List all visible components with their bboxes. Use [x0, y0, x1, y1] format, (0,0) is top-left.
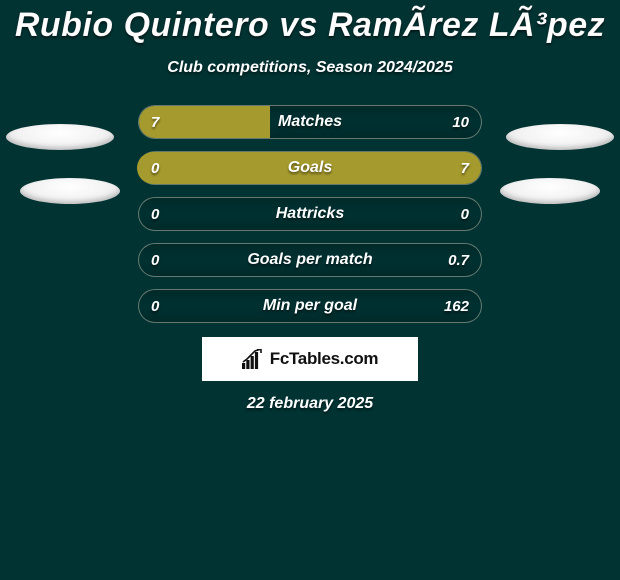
stat-label: Min per goal [139, 290, 481, 322]
player-right-badge [500, 178, 600, 204]
stat-row-matches: 710Matches [138, 105, 482, 139]
page-title: Rubio Quintero vs RamÃ­rez LÃ³pez [0, 6, 620, 45]
stat-value-left: 0 [151, 152, 159, 184]
player-right-badge [506, 124, 614, 150]
stat-row-min_per_goal: 0 162Min per goal [138, 289, 482, 323]
date-label: 22 february 2025 [0, 395, 620, 413]
vs-separator: vs [269, 6, 328, 44]
bar-chart-icon [242, 349, 264, 369]
stat-row-hattricks: 0 0Hattricks [138, 197, 482, 231]
player-right-name: RamÃ­rez LÃ³pez [328, 6, 605, 44]
stat-value-left: 0 [151, 244, 159, 276]
subheader: Club competitions, Season 2024/2025 [0, 59, 620, 77]
brand-box: FcTables.com [202, 337, 418, 381]
stat-label: Hattricks [139, 198, 481, 230]
player-left-badge [6, 124, 114, 150]
stat-value-left: 7 [151, 106, 159, 138]
stat-value-right: 162 [444, 290, 469, 322]
stat-row-goals: 07Goals [138, 151, 482, 185]
stat-row-goals_per_match: 0 0.7Goals per match [138, 243, 482, 277]
player-left-name: Rubio Quintero [15, 6, 269, 44]
stat-value-left: 0 [151, 290, 159, 322]
player-left-badge [20, 178, 120, 204]
brand-label: FcTables.com [270, 349, 379, 369]
stat-value-right: 7 [461, 152, 469, 184]
stat-value-right: 0.7 [448, 244, 469, 276]
stat-value-left: 0 [151, 198, 159, 230]
stat-value-right: 10 [452, 106, 469, 138]
stat-label: Goals per match [139, 244, 481, 276]
stat-fill-right [137, 152, 481, 184]
stat-value-right: 0 [461, 198, 469, 230]
